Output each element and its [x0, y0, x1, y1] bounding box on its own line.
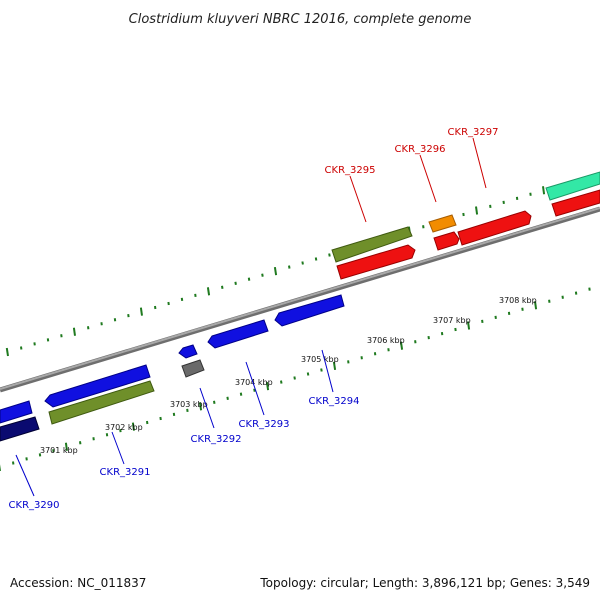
scale-label: 3707 kbp — [433, 316, 471, 325]
tick-mark — [198, 402, 203, 411]
gene-track — [0, 171, 600, 442]
accession-text: Accession: NC_011837 — [10, 576, 146, 590]
gene-label-ckr-3296[interactable]: CKR_3296 — [395, 144, 446, 155]
tick-mark — [328, 253, 331, 257]
gene-ckr-3292[interactable] — [178, 344, 198, 359]
tick-mark — [399, 341, 404, 350]
tick-mark — [320, 368, 323, 372]
tick-mark — [5, 347, 9, 357]
tick-mark — [131, 422, 135, 431]
scale-label: 3702 kbp — [105, 423, 143, 432]
genome-backbone — [0, 206, 600, 393]
gene-ckr-3291-feature[interactable] — [48, 380, 155, 425]
gene-label-ckr-3290[interactable]: CKR_3290 — [9, 500, 60, 511]
gene-ckr-3291[interactable] — [44, 364, 151, 408]
inner-tick-ring — [0, 287, 591, 471]
gene-ckr-3294[interactable] — [274, 294, 345, 327]
gene-ckr-3297-product[interactable] — [457, 210, 532, 246]
gene-label-ckr-3291[interactable]: CKR_3291 — [100, 467, 151, 478]
tick-mark — [293, 376, 296, 380]
gene-label-ckr-3297[interactable]: CKR_3297 — [448, 127, 499, 138]
gene-ckr-3290[interactable] — [0, 400, 33, 424]
map-title: Clostridium kluyveri NBRC 12016, complet… — [129, 12, 472, 27]
tick-mark — [239, 392, 243, 396]
tick-mark — [234, 281, 237, 285]
tick-mark — [288, 265, 291, 269]
tick-mark — [332, 361, 337, 371]
gene-label-ckr-3294[interactable]: CKR_3294 — [309, 396, 360, 407]
tick-mark — [253, 388, 256, 392]
genome-summary-text: Topology: circular; Length: 3,896,121 bp… — [259, 576, 590, 590]
tick-mark — [534, 301, 538, 310]
tick-mark — [247, 277, 251, 281]
gene-ckr-3295-feature[interactable] — [331, 226, 413, 263]
gene-label-ckr-3295[interactable]: CKR_3295 — [325, 165, 376, 176]
tick-mark — [213, 400, 216, 404]
gene-ckr-3296-product[interactable] — [433, 231, 460, 251]
tick-mark — [542, 186, 546, 195]
gene-labels-top: CKR_3295 CKR_3296 CKR_3297 — [325, 127, 499, 223]
gene-ckr-3293[interactable] — [207, 319, 269, 349]
tick-mark — [64, 442, 68, 451]
tick-mark — [306, 372, 310, 376]
tick-mark — [467, 321, 471, 330]
scale-label: 3704 kbp — [235, 378, 273, 387]
gene-label-ckr-3293[interactable]: CKR_3293 — [239, 419, 290, 430]
scale-label: 3705 kbp — [301, 355, 339, 364]
tick-mark — [221, 285, 224, 289]
tick-mark — [206, 287, 211, 296]
gene-ckr-3290-feature[interactable] — [0, 416, 40, 442]
tick-mark — [475, 206, 479, 215]
scale-label: 3706 kbp — [367, 336, 405, 345]
gene-label-ckr-3292[interactable]: CKR_3292 — [191, 434, 242, 445]
gene-red-edge[interactable] — [551, 189, 600, 217]
tick-mark — [265, 381, 270, 391]
gene-ckr-3296-feature[interactable] — [428, 214, 457, 233]
gene-ckr-3292-feature[interactable] — [181, 359, 205, 378]
gene-ckr-3295-product[interactable] — [336, 244, 416, 280]
gene-labels-bottom: CKR_3290 CKR_3291 CKR_3292 CKR_3293 CKR_… — [9, 349, 360, 511]
tick-mark — [273, 266, 278, 276]
outer-tick-ring — [5, 172, 599, 357]
scale-label: 3703 kbp — [170, 400, 208, 409]
scale-label: 3708 kbp — [499, 296, 537, 305]
scale-labels: 3701 kbp 3702 kbp 3703 kbp 3704 kbp 3705… — [40, 296, 537, 455]
tick-mark — [280, 380, 283, 384]
tick-mark — [226, 396, 229, 400]
scale-label: 3701 kbp — [40, 446, 78, 455]
tick-mark — [139, 307, 143, 316]
tick-mark — [72, 327, 76, 336]
gene-teal-feature[interactable] — [545, 171, 600, 201]
tick-mark — [314, 257, 318, 261]
tick-mark — [261, 273, 264, 277]
tick-mark — [301, 261, 304, 265]
